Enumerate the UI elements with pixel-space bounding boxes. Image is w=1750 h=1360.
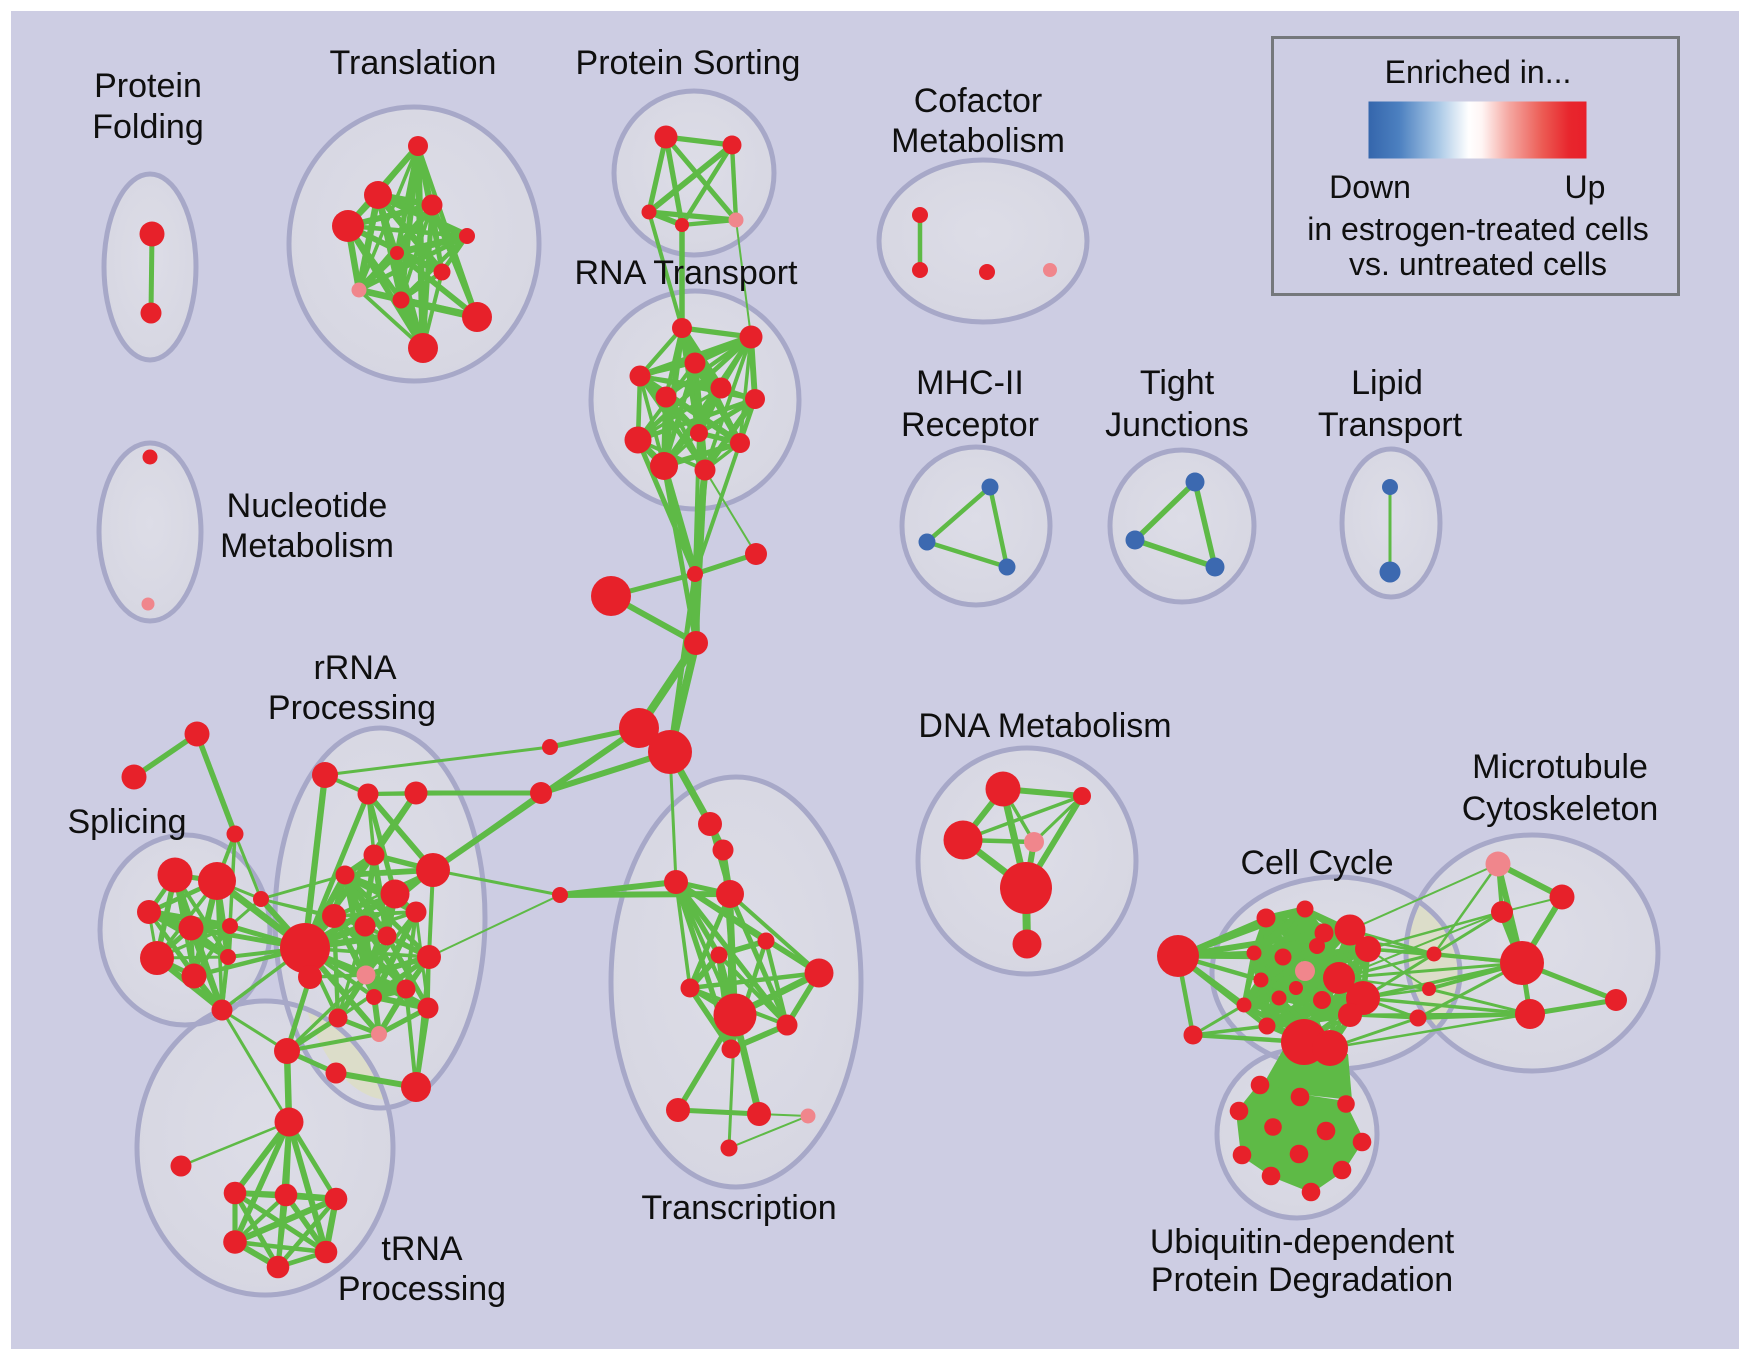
svg-text:Transport: Transport (1318, 406, 1463, 444)
svg-text:Enriched in...: Enriched in... (1385, 54, 1572, 90)
svg-text:Splicing: Splicing (67, 803, 186, 841)
svg-text:Junctions: Junctions (1105, 406, 1249, 444)
svg-text:Cofactor: Cofactor (914, 82, 1043, 120)
svg-text:Up: Up (1565, 169, 1606, 205)
svg-text:Nucleotide: Nucleotide (227, 487, 388, 525)
svg-text:Metabolism: Metabolism (220, 527, 394, 565)
svg-text:Protein: Protein (94, 67, 202, 105)
svg-text:Protein Degradation: Protein Degradation (1151, 1261, 1453, 1299)
svg-text:rRNA: rRNA (313, 649, 396, 687)
svg-text:Metabolism: Metabolism (891, 122, 1065, 160)
svg-text:Ubiquitin-dependent: Ubiquitin-dependent (1150, 1223, 1455, 1261)
svg-text:Receptor: Receptor (901, 406, 1039, 444)
svg-text:Protein Sorting: Protein Sorting (576, 44, 801, 82)
svg-text:Processing: Processing (338, 1270, 506, 1308)
svg-text:Processing: Processing (268, 689, 436, 727)
svg-text:Cytoskeleton: Cytoskeleton (1462, 790, 1659, 828)
svg-text:Transcription: Transcription (641, 1189, 836, 1227)
svg-text:Translation: Translation (330, 44, 497, 82)
svg-text:Tight: Tight (1140, 364, 1215, 402)
svg-text:Lipid: Lipid (1351, 364, 1423, 402)
svg-text:RNA Transport: RNA Transport (575, 254, 799, 292)
svg-text:tRNA: tRNA (381, 1230, 463, 1268)
svg-text:Down: Down (1329, 169, 1411, 205)
svg-text:vs. untreated cells: vs. untreated cells (1349, 246, 1607, 282)
svg-text:DNA Metabolism: DNA Metabolism (918, 707, 1171, 745)
svg-text:Microtubule: Microtubule (1472, 748, 1648, 786)
svg-text:in estrogen-treated cells: in estrogen-treated cells (1307, 211, 1649, 247)
svg-text:Cell Cycle: Cell Cycle (1240, 844, 1393, 882)
svg-text:MHC-II: MHC-II (916, 364, 1024, 402)
svg-text:Folding: Folding (92, 108, 204, 146)
